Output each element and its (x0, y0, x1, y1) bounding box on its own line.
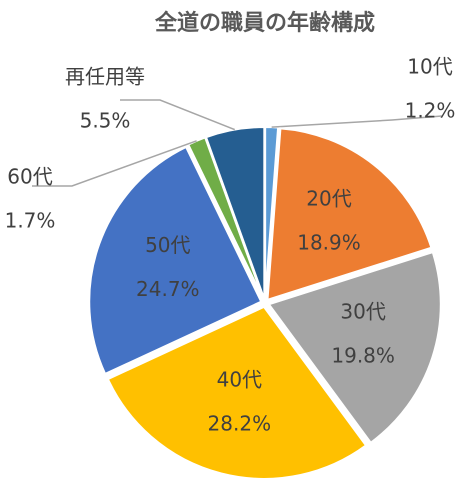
category-label: 10代 (407, 55, 452, 79)
category-label: 再任用等 (65, 65, 145, 89)
category-label: 40代 (217, 367, 262, 391)
leader-line (120, 99, 236, 131)
value-label: 24.7% (136, 277, 200, 301)
chart-title: 全道の職員の年齢構成 (154, 10, 375, 36)
category-label: 60代 (7, 165, 52, 189)
leader-line (32, 140, 197, 187)
pie-slice (266, 127, 433, 302)
value-label: 1.2% (405, 99, 456, 123)
pie-slice (267, 250, 442, 445)
pie-slice (88, 145, 263, 376)
category-label: 50代 (145, 233, 190, 257)
value-label: 1.7% (5, 209, 56, 233)
value-label: 19.8% (331, 343, 395, 367)
pie-slice (106, 305, 368, 480)
leader-line (271, 115, 443, 128)
value-label: 5.5% (80, 109, 131, 133)
value-label: 28.2% (208, 411, 272, 435)
category-label: 30代 (340, 299, 385, 323)
category-label: 20代 (306, 187, 351, 211)
value-label: 18.9% (297, 231, 361, 255)
